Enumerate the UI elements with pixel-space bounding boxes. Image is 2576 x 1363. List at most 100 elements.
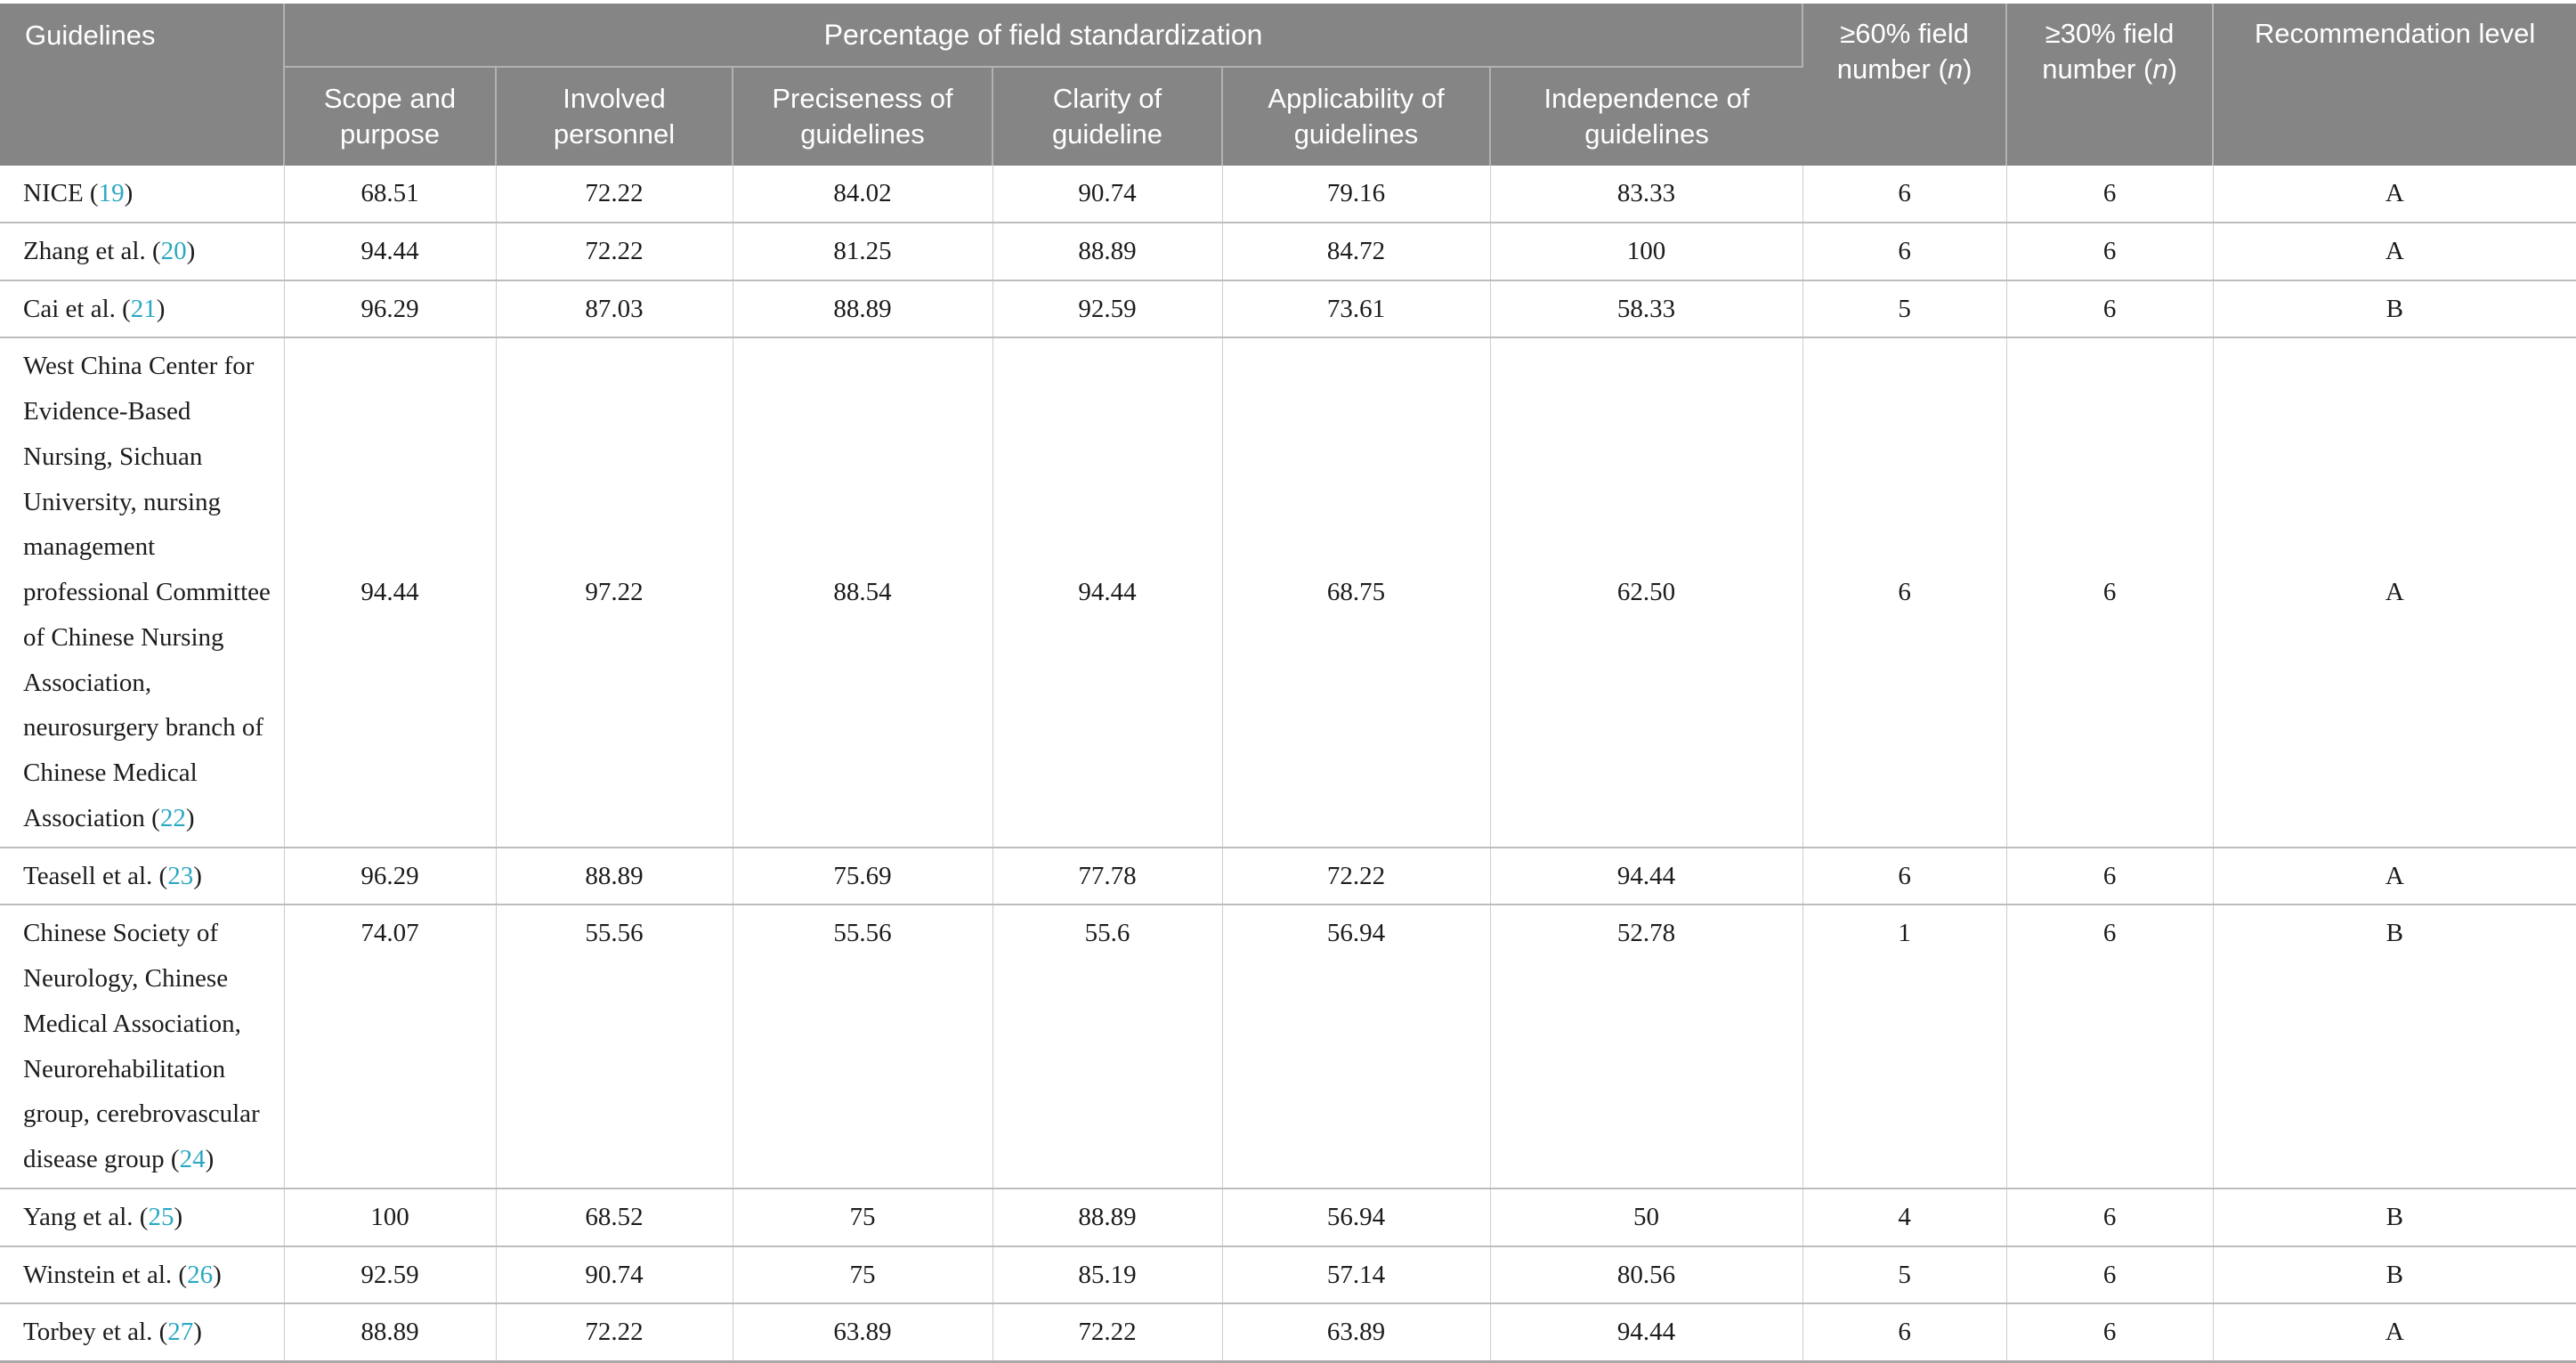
value-cell-clarity: 92.59 [992, 279, 1222, 338]
value-cell-clarity: 90.74 [992, 166, 1222, 223]
ge30-cell: 6 [2005, 1187, 2214, 1246]
level-cell: B [2212, 904, 2576, 1189]
ge60-cell: 1 [1802, 904, 2007, 1189]
col-header-ge60: ≥60% field number (n) [1802, 4, 2008, 166]
value-cell-scope: 88.89 [283, 1302, 496, 1363]
level-cell: A [2212, 1302, 2576, 1363]
col-group-header-percentage: Percentage of field standardization [284, 4, 1804, 68]
ge60-cell: 6 [1802, 337, 2007, 848]
col-group-header-label: Percentage of field standardization [823, 18, 1263, 51]
guideline-name-close: ) [124, 179, 134, 207]
value-cell-involved: 90.74 [495, 1245, 733, 1304]
value-cell-applicability: 73.61 [1221, 279, 1490, 338]
table-row-zhang: Zhang et al. (20) 94.44 72.22 81.25 88.8… [0, 221, 2576, 280]
guideline-name-close: ) [185, 803, 195, 832]
value-cell-independence: 58.33 [1489, 279, 1803, 338]
col-header-guidelines-label: Guidelines [25, 20, 156, 51]
table-row-chinese-society: Chinese Society of Neurology, Chinese Me… [0, 904, 2576, 1189]
guideline-name-cell: Yang et al. (25) [0, 1187, 284, 1246]
subcol-header-involved: Involved personnel [495, 67, 733, 166]
guideline-name-cell: Teasell et al. (23) [0, 846, 284, 905]
level-cell: A [2212, 166, 2576, 223]
citation-ref[interactable]: 20 [160, 236, 187, 265]
col-header-recommendation: Recommendation level [2213, 4, 2576, 166]
ge30-cell: 6 [2005, 166, 2214, 223]
value-cell-independence: 94.44 [1489, 1302, 1803, 1363]
level-cell: B [2212, 1245, 2576, 1304]
citation-ref[interactable]: 24 [179, 1145, 206, 1173]
level-cell: B [2212, 279, 2576, 338]
ge60-label: ≥60% field number ( [1836, 18, 1969, 85]
value-cell-involved: 72.22 [495, 1302, 733, 1363]
value-cell-scope: 92.59 [283, 1245, 496, 1304]
value-cell-independence: 62.50 [1489, 337, 1803, 848]
guideline-name-cell: NICE (19) [0, 166, 284, 223]
value-cell-clarity: 77.78 [992, 846, 1222, 905]
value-cell-preciseness: 81.25 [732, 221, 992, 280]
guideline-name-close: ) [213, 1260, 222, 1289]
value-cell-involved: 55.56 [495, 904, 733, 1189]
value-cell-independence: 94.44 [1489, 846, 1803, 905]
level-cell: A [2212, 337, 2576, 848]
value-cell-involved: 72.22 [495, 166, 733, 223]
guideline-name-cell: Torbey et al. (27) [0, 1302, 284, 1363]
level-cell: B [2212, 1187, 2576, 1246]
ge30-cell: 6 [2005, 1302, 2214, 1363]
value-cell-applicability: 79.16 [1221, 166, 1490, 223]
guideline-name: NICE ( [23, 179, 99, 207]
guideline-name-close: ) [193, 861, 202, 890]
value-cell-applicability: 72.22 [1221, 846, 1490, 905]
value-cell-independence: 52.78 [1489, 904, 1803, 1189]
subcol-header-scope: Scope and purpose [284, 67, 496, 166]
value-cell-clarity: 94.44 [992, 337, 1222, 848]
value-cell-involved: 68.52 [495, 1187, 733, 1246]
value-cell-scope: 68.51 [283, 166, 496, 223]
citation-ref[interactable]: 27 [167, 1318, 194, 1347]
citation-ref[interactable]: 26 [187, 1260, 214, 1289]
table-row-cai: Cai et al. (21) 96.29 87.03 88.89 92.59 … [0, 279, 2576, 338]
value-cell-applicability: 57.14 [1221, 1245, 1490, 1304]
guideline-name: West China Center for Evidence-Based Nur… [23, 352, 271, 832]
guideline-name-cell: Cai et al. (21) [0, 279, 284, 338]
subcol-header-independence: Independence of guidelines [1488, 67, 1803, 166]
guideline-name-close: ) [156, 294, 166, 323]
value-cell-scope: 94.44 [283, 221, 496, 280]
table-row-winstein: Winstein et al. (26) 92.59 90.74 75 85.1… [0, 1245, 2576, 1304]
value-cell-preciseness: 75.69 [732, 846, 992, 905]
guideline-name: Winstein et al. ( [23, 1260, 188, 1289]
ge60-cell: 6 [1802, 846, 2007, 905]
subcol-header-clarity: Clarity of guideline [992, 67, 1222, 166]
guideline-name-close: ) [186, 236, 196, 265]
recommendation-label: Recommendation level [2254, 18, 2536, 49]
ge60-cell: 6 [1802, 221, 2007, 280]
value-cell-clarity: 85.19 [992, 1245, 1222, 1304]
citation-ref[interactable]: 19 [98, 179, 125, 207]
ge30-cell: 6 [2005, 279, 2214, 338]
table-row-nice: NICE (19) 68.51 72.22 84.02 90.74 79.16 … [0, 166, 2576, 223]
value-cell-clarity: 88.89 [992, 1187, 1222, 1246]
value-cell-involved: 88.89 [495, 846, 733, 905]
value-cell-scope: 100 [283, 1187, 496, 1246]
value-cell-applicability: 68.75 [1221, 337, 1490, 848]
guideline-name: Zhang et al. ( [23, 236, 161, 265]
value-cell-clarity: 55.6 [992, 904, 1222, 1189]
ge60-cell: 6 [1802, 1302, 2007, 1363]
col-header-ge30: ≥30% field number (n) [2006, 4, 2215, 166]
citation-ref[interactable]: 25 [148, 1202, 174, 1231]
ge60-cell: 5 [1802, 279, 2007, 338]
value-cell-independence: 50 [1489, 1187, 1803, 1246]
value-cell-preciseness: 63.89 [732, 1302, 992, 1363]
header-row-sub: Scope and purpose Involved personnel Pre… [0, 67, 2576, 166]
citation-ref[interactable]: 23 [167, 861, 194, 890]
subcol-header-applicability: Applicability of guidelines [1221, 67, 1490, 166]
ge60-cell: 5 [1802, 1245, 2007, 1304]
value-cell-preciseness: 88.54 [732, 337, 992, 848]
value-cell-applicability: 84.72 [1221, 221, 1490, 280]
table-row-teasell: Teasell et al. (23) 96.29 88.89 75.69 77… [0, 846, 2576, 905]
guideline-name-cell: West China Center for Evidence-Based Nur… [0, 337, 284, 848]
citation-ref[interactable]: 21 [130, 294, 157, 323]
subcol-header-preciseness: Preciseness of guidelines [732, 67, 992, 166]
citation-ref[interactable]: 22 [159, 803, 186, 832]
value-cell-preciseness: 84.02 [732, 166, 992, 223]
